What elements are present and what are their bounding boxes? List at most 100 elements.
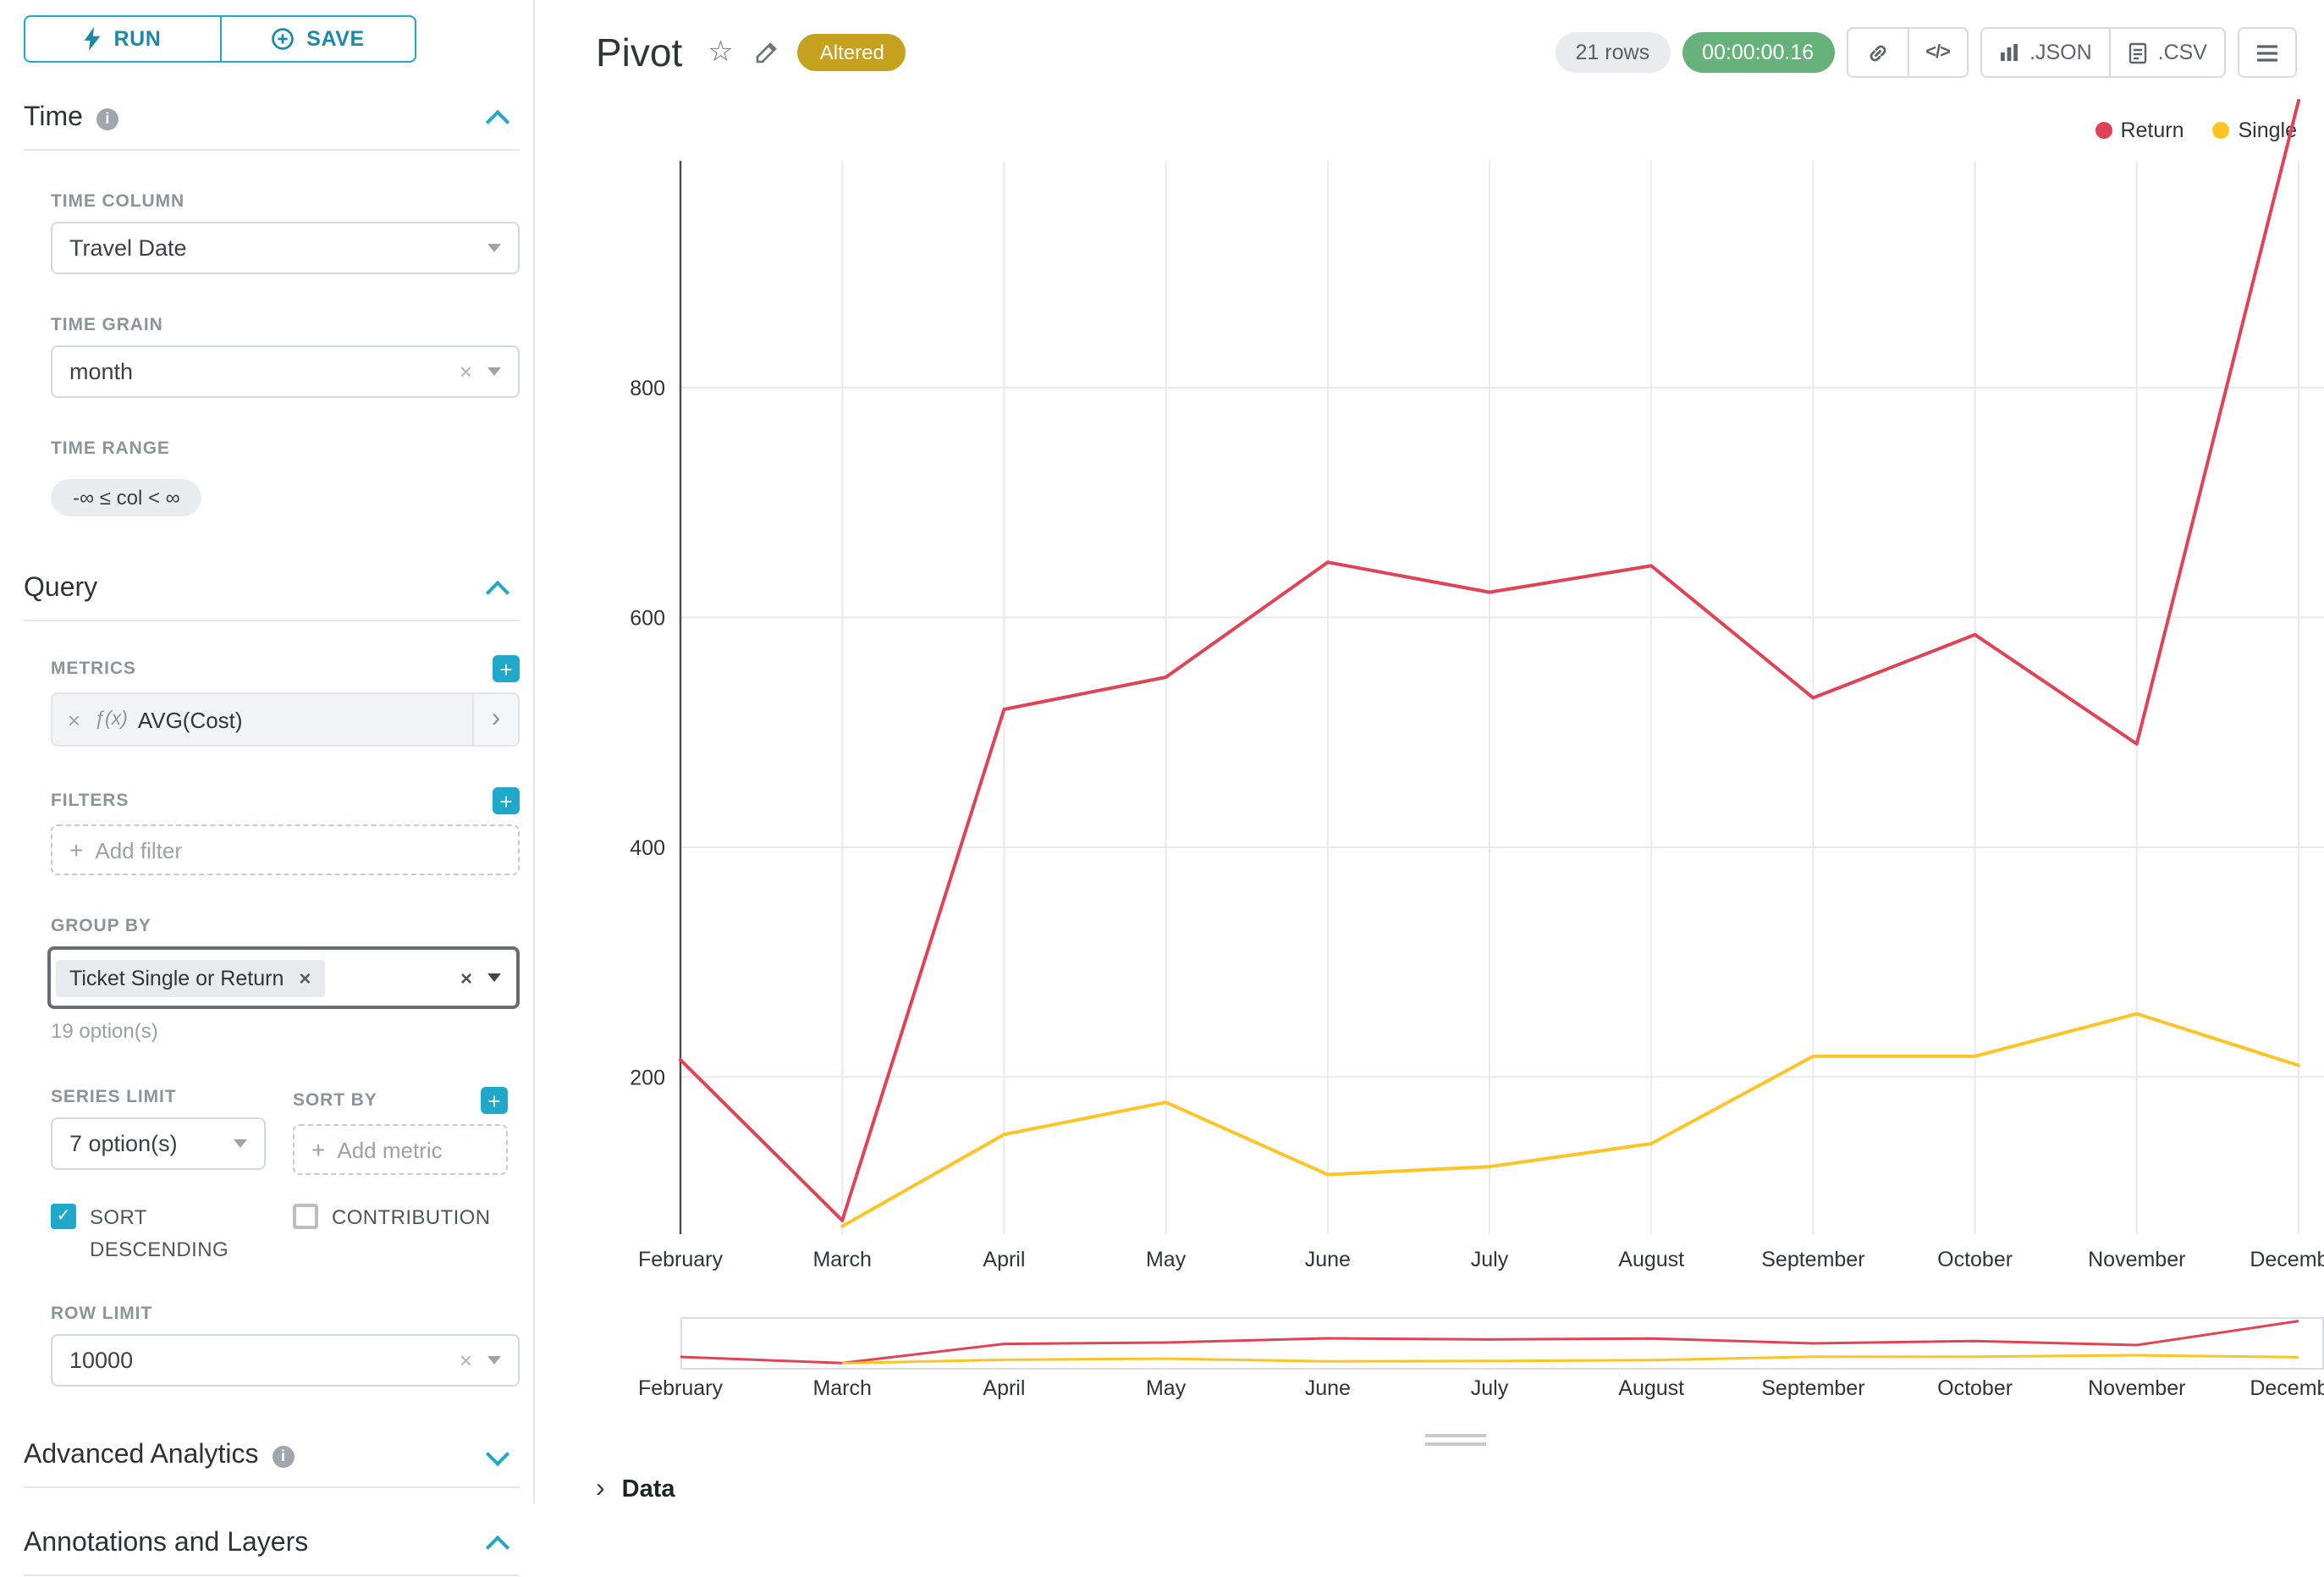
minimap-x-label: November — [2088, 1376, 2185, 1400]
chevron-up-icon[interactable] — [485, 580, 510, 605]
chevron-up-icon[interactable] — [485, 1536, 510, 1560]
contribution-checkbox-group[interactable]: CONTRIBUTION — [293, 1202, 508, 1267]
minimap-x-label: August — [1618, 1376, 1684, 1400]
chart-header: Pivot ☆ Altered 21 rows 00:00:00.16 </> — [535, 0, 2324, 78]
x-tick-label: March — [812, 1248, 871, 1271]
checkbox-unchecked-icon[interactable] — [293, 1204, 318, 1229]
advanced-analytics-title: Advanced Analytics — [24, 1441, 259, 1470]
export-button-group: .JSON .CSV — [1980, 27, 2226, 78]
add-filter-plus-button[interactable]: + — [493, 787, 520, 814]
time-column-select[interactable]: Travel Date — [51, 222, 520, 274]
clear-icon[interactable]: × — [459, 359, 472, 384]
chevron-up-icon[interactable] — [485, 109, 510, 135]
export-json-button[interactable]: .JSON — [1982, 29, 2109, 76]
series-line-return — [679, 98, 2300, 1222]
minimap-x-label: October — [1937, 1376, 2013, 1400]
x-tick-label: November — [2088, 1248, 2185, 1271]
time-range-pill[interactable]: -∞ ≤ col < ∞ — [51, 479, 202, 516]
minimap-slider[interactable]: February March April May June July August Septe… — [569, 1317, 2324, 1409]
plus-circle-icon — [272, 28, 294, 50]
add-metric-placeholder: Add metric — [337, 1137, 443, 1162]
time-section-header[interactable]: Time i — [24, 103, 520, 151]
clear-icon[interactable]: × — [460, 966, 472, 990]
metrics-label: METRICS — [51, 659, 136, 679]
legend-item-return[interactable]: Return — [2095, 119, 2184, 142]
group-by-options-hint: 19 option(s) — [51, 1019, 158, 1043]
minimap-x-label: July — [1471, 1376, 1509, 1400]
annotations-section-header[interactable]: Annotations and Layers — [24, 1530, 520, 1577]
expand-metric-icon[interactable]: › — [472, 694, 518, 745]
info-icon[interactable]: i — [272, 1445, 295, 1468]
save-button[interactable]: SAVE — [219, 15, 416, 63]
line-chart[interactable]: 200 400 600 800 February March April May June Jul… — [569, 78, 2324, 1287]
add-sort-metric-plus-button[interactable]: + — [481, 1087, 508, 1114]
add-filter-dropzone[interactable]: + Add filter — [51, 824, 520, 875]
contribution-label: CONTRIBUTION — [332, 1205, 491, 1229]
edit-icon[interactable] — [754, 39, 781, 66]
menu-button-group — [2238, 27, 2297, 78]
chevron-down-icon — [234, 1139, 247, 1148]
copy-link-button[interactable] — [1848, 29, 1908, 76]
link-icon — [1869, 44, 1886, 61]
advanced-analytics-section-header[interactable]: Advanced Analytics i — [24, 1442, 520, 1489]
chevron-right-icon: › — [596, 1475, 605, 1503]
export-json-label: .JSON — [2029, 41, 2092, 64]
menu-button[interactable] — [2239, 29, 2295, 76]
sort-descending-label: SORT DESCENDING — [90, 1205, 229, 1262]
minimap-line-single — [842, 1354, 2299, 1365]
legend-item-single[interactable]: Single — [2212, 119, 2297, 142]
series-line-single — [840, 1012, 2300, 1228]
export-csv-button[interactable]: .CSV — [2108, 29, 2224, 76]
lightning-icon — [85, 27, 101, 51]
add-sort-metric-dropzone[interactable]: + Add metric — [293, 1124, 508, 1175]
file-icon — [2128, 41, 2146, 63]
y-tick-label: 600 — [630, 606, 665, 630]
group-by-select[interactable]: Ticket Single or Return × × — [47, 946, 520, 1009]
data-panel-toggle[interactable]: › Data — [596, 1475, 675, 1503]
remove-tag-icon[interactable]: × — [299, 966, 311, 990]
info-icon[interactable]: i — [96, 108, 118, 130]
sort-descending-checkbox-group[interactable]: ✓ SORT DESCENDING — [51, 1202, 266, 1267]
add-metric-plus-button[interactable]: + — [493, 655, 520, 682]
y-tick-label: 200 — [630, 1066, 665, 1089]
minimap-x-label: December — [2250, 1376, 2324, 1400]
control-panel-sidebar: RUN SAVE Time i TIME COLUMN Travel Date … — [0, 0, 535, 1577]
x-tick-label: August — [1618, 1248, 1684, 1271]
favorite-star-icon[interactable]: ☆ — [708, 36, 734, 68]
minimap-x-label: May — [1146, 1376, 1187, 1400]
legend-dot-single — [2212, 122, 2230, 139]
y-tick-label: 400 — [630, 836, 665, 860]
chevron-down-icon[interactable] — [485, 1442, 510, 1466]
metric-name: AVG(Cost) — [137, 707, 243, 732]
time-grain-select[interactable]: month × — [51, 345, 520, 398]
run-button[interactable]: RUN — [24, 15, 221, 63]
x-tick-label: July — [1471, 1248, 1509, 1271]
minimap-line-return — [680, 1320, 2299, 1365]
clear-icon[interactable]: × — [459, 1348, 472, 1374]
run-save-button-group: RUN SAVE — [24, 15, 416, 63]
time-section-title: Time — [24, 103, 83, 132]
chevron-down-icon — [487, 367, 501, 376]
run-button-label: RUN — [113, 27, 162, 51]
series-limit-select[interactable]: 7 option(s) — [51, 1117, 266, 1170]
remove-metric-icon[interactable]: × — [68, 707, 81, 732]
query-section-header[interactable]: Query — [24, 574, 520, 621]
altered-badge[interactable]: Altered — [797, 34, 906, 71]
plus-icon: + — [311, 1136, 326, 1163]
chevron-down-icon — [487, 1356, 501, 1365]
checkbox-checked-icon[interactable]: ✓ — [51, 1204, 76, 1229]
row-limit-select[interactable]: 10000 × — [51, 1334, 520, 1387]
row-count-badge: 21 rows — [1555, 32, 1671, 73]
series-limit-value: 7 option(s) — [69, 1131, 178, 1156]
query-section-title: Query — [24, 574, 98, 603]
panel-resize-handle[interactable] — [1425, 1434, 1486, 1451]
bar-chart-icon — [2001, 44, 2018, 61]
group-by-label: GROUP BY — [51, 916, 151, 936]
metric-pill[interactable]: × ƒ(x) AVG(Cost) › — [51, 692, 520, 747]
minimap-x-label: September — [1761, 1376, 1864, 1400]
x-tick-label: June — [1305, 1248, 1351, 1271]
embed-code-button[interactable]: </> — [1907, 29, 1967, 76]
legend-dot-return — [2095, 122, 2112, 139]
x-tick-label: October — [1937, 1248, 2013, 1271]
